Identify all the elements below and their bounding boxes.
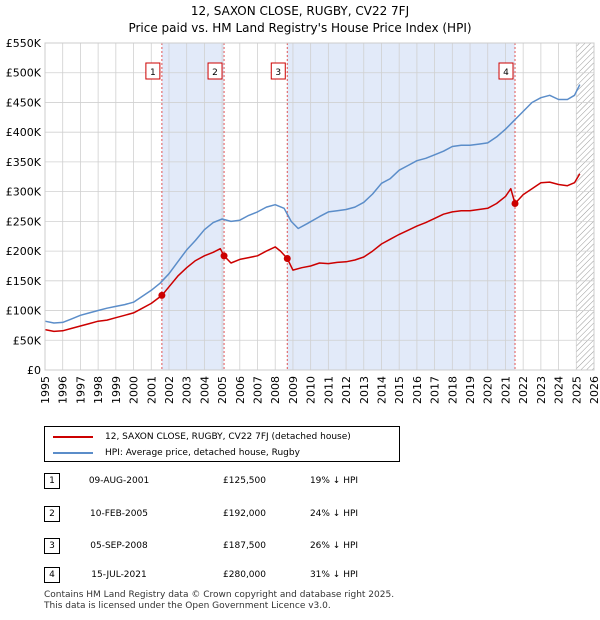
legend-swatch-hpi xyxy=(53,452,93,454)
x-tick-label: 2011 xyxy=(322,376,335,404)
sale-date: 09-AUG-2001 xyxy=(88,476,150,486)
sale-label-box xyxy=(145,62,161,80)
highlight-band xyxy=(161,43,225,370)
highlight-band xyxy=(287,43,516,370)
sale-number-badge: 4 xyxy=(44,567,60,583)
sale-date: 15-JUL-2021 xyxy=(91,570,147,580)
y-tick-label: £100K xyxy=(6,305,42,318)
x-tick-label: 2020 xyxy=(482,376,495,404)
sale-point xyxy=(220,252,228,260)
x-tick-label: 2008 xyxy=(269,376,282,404)
legend-item-property: 12, SAXON CLOSE, RUGBY, CV22 7FJ (detach… xyxy=(53,430,351,444)
x-tick-label: 2015 xyxy=(393,376,406,404)
x-tick-label: 2026 xyxy=(588,376,600,404)
sale-date: 05-SEP-2008 xyxy=(90,541,148,551)
y-tick-label: £150K xyxy=(6,275,42,288)
sale-label-box xyxy=(498,62,514,80)
x-tick-label: 2014 xyxy=(375,376,388,404)
sale-point xyxy=(283,255,291,263)
sale-number-badge: 2 xyxy=(44,506,60,522)
x-tick-label: 1997 xyxy=(74,376,87,404)
x-tick-label: 2018 xyxy=(446,376,459,404)
attribution-line-1: Contains HM Land Registry data © Crown c… xyxy=(44,590,395,600)
sale-price: £192,000 xyxy=(223,509,266,519)
sale-label-number: 4 xyxy=(503,68,509,78)
x-tick-label: 2012 xyxy=(340,376,353,404)
x-tick-label: 1999 xyxy=(110,376,123,404)
x-tick-label: 2025 xyxy=(570,376,583,404)
plot-border xyxy=(44,42,595,371)
x-tick-label: 2004 xyxy=(198,376,211,404)
x-tick-label: 1996 xyxy=(57,376,70,404)
chart-subtitle: Price paid vs. HM Land Registry's House … xyxy=(128,21,472,35)
y-tick-label: £550K xyxy=(6,37,42,50)
sale-date: 10-FEB-2005 xyxy=(90,509,148,519)
table-row: 1 09-AUG-2001 £125,500 19% ↓ HPI xyxy=(44,473,464,489)
price-chart: 1 2 3 4 £0 £50K £100K £150K £200K £250K £300K £350… xyxy=(6,37,600,404)
x-tick-label: 1995 xyxy=(39,376,52,404)
legend-label-property: 12, SAXON CLOSE, RUGBY, CV22 7FJ (detach… xyxy=(105,432,351,442)
x-tick-label: 2001 xyxy=(145,376,158,404)
y-tick-label: £250K xyxy=(6,215,42,228)
chart-title-block: 12, SAXON CLOSE, RUGBY, CV22 7FJ Price p… xyxy=(0,3,600,37)
table-row: 2 10-FEB-2005 £192,000 24% ↓ HPI xyxy=(44,506,464,522)
x-tick-label: 2002 xyxy=(163,376,176,404)
chart-title: 12, SAXON CLOSE, RUGBY, CV22 7FJ xyxy=(190,4,410,18)
chart-legend: 12, SAXON CLOSE, RUGBY, CV22 7FJ (detach… xyxy=(44,426,400,462)
x-tick-label: 2005 xyxy=(216,376,229,404)
sale-price: £280,000 xyxy=(223,570,266,580)
x-tick-label: 2010 xyxy=(305,376,318,404)
y-tick-label: £200K xyxy=(6,245,42,258)
sale-hpi-diff: 31% ↓ HPI xyxy=(309,570,359,580)
x-tick-label: 2021 xyxy=(499,376,512,404)
sale-label-number: 1 xyxy=(150,68,156,78)
y-tick-label: £500K xyxy=(6,67,42,80)
sale-price: £187,500 xyxy=(223,541,266,551)
y-tick-label: £400K xyxy=(6,126,42,139)
hpi-line xyxy=(44,84,581,324)
sale-hpi-diff: 26% ↓ HPI xyxy=(309,541,359,551)
legend-item-hpi: HPI: Average price, detached house, Rugb… xyxy=(53,446,300,460)
sale-label-number: 3 xyxy=(275,68,281,78)
x-tick-label: 2024 xyxy=(553,376,566,404)
forecast-region xyxy=(576,43,594,370)
y-tick-label: £450K xyxy=(6,96,42,109)
attribution-line-2: This data is licensed under the Open Gov… xyxy=(44,601,331,611)
x-tick-label: 2016 xyxy=(411,376,424,404)
table-row: 3 05-SEP-2008 £187,500 26% ↓ HPI xyxy=(44,538,464,554)
x-tick-label: 2023 xyxy=(535,376,548,404)
x-tick-label: 2007 xyxy=(252,376,265,404)
property-price-line xyxy=(44,173,581,333)
x-tick-label: 2017 xyxy=(429,376,442,404)
sale-label-number: 2 xyxy=(212,68,218,78)
table-row: 4 15-JUL-2021 £280,000 31% ↓ HPI xyxy=(44,567,464,583)
x-tick-label: 2009 xyxy=(287,376,300,404)
sale-label-box xyxy=(207,62,223,80)
sale-price: £125,500 xyxy=(223,476,266,486)
x-tick-label: 2006 xyxy=(234,376,247,404)
sale-number-badge: 3 xyxy=(44,538,60,554)
y-tick-label: £0 xyxy=(27,364,41,377)
sale-label-box xyxy=(270,62,286,80)
x-tick-label: 2003 xyxy=(181,376,194,404)
x-tick-label: 1998 xyxy=(92,376,105,404)
legend-swatch-property xyxy=(53,436,93,438)
x-tick-label: 2013 xyxy=(358,376,371,404)
x-tick-label: 2000 xyxy=(128,376,141,404)
y-tick-label: £350K xyxy=(6,156,42,169)
sale-number-badge: 1 xyxy=(44,473,60,489)
y-tick-label: £50K xyxy=(13,334,42,347)
legend-label-hpi: HPI: Average price, detached house, Rugb… xyxy=(105,448,300,458)
y-tick-label: £300K xyxy=(6,186,42,199)
sale-hpi-diff: 24% ↓ HPI xyxy=(309,509,359,519)
x-tick-label: 2019 xyxy=(464,376,477,404)
sale-point xyxy=(158,291,166,299)
data-attribution: Contains HM Land Registry data © Crown c… xyxy=(44,590,394,612)
x-tick-label: 2022 xyxy=(517,376,530,404)
sale-hpi-diff: 19% ↓ HPI xyxy=(309,476,359,486)
sale-point xyxy=(511,200,519,208)
